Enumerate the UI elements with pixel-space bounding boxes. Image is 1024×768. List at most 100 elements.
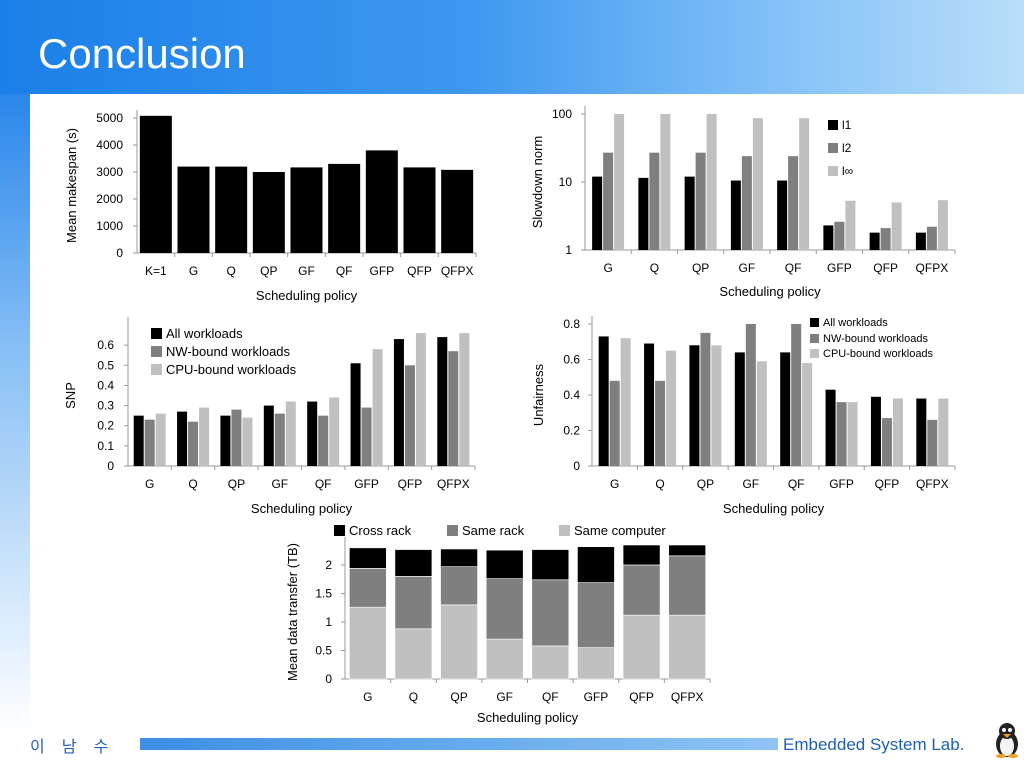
bar bbox=[290, 167, 323, 253]
bar bbox=[649, 152, 660, 250]
footer-lab-name: Embedded System Lab. bbox=[783, 735, 965, 754]
y-tick-label: 0.6 bbox=[97, 338, 114, 352]
bar bbox=[802, 363, 813, 466]
bar bbox=[188, 421, 199, 466]
title-bar: Conclusion bbox=[0, 0, 1024, 94]
x-tick-label: QFPX bbox=[671, 690, 704, 704]
x-tick-label: QFPX bbox=[441, 264, 474, 278]
legend-label: NW-bound workloads bbox=[823, 333, 928, 345]
stack-segment bbox=[531, 579, 570, 647]
bar bbox=[609, 380, 620, 466]
bar bbox=[869, 232, 880, 250]
bar bbox=[836, 402, 847, 466]
y-tick-label: 0 bbox=[116, 246, 123, 260]
y-axis-title: Mean makespan (s) bbox=[64, 128, 79, 243]
bar bbox=[825, 389, 836, 466]
legend-label: Cross rack bbox=[349, 523, 412, 538]
x-tick-label: GFP bbox=[827, 261, 852, 275]
bar bbox=[144, 419, 155, 466]
x-tick-label: G bbox=[363, 690, 372, 704]
x-tick-label: QP bbox=[450, 690, 467, 704]
x-tick-label: QFP bbox=[875, 477, 900, 491]
bar bbox=[788, 156, 799, 250]
bar bbox=[220, 415, 231, 466]
bar bbox=[756, 361, 767, 466]
chart-mean-makespan: 0 1000 2000 3000 4000 5000 K=1 G Q QP GF QF GFP QFP QF… bbox=[64, 110, 477, 303]
bar bbox=[365, 150, 398, 253]
bar bbox=[415, 333, 426, 466]
legend-label: CPU-bound workloads bbox=[823, 348, 934, 360]
y-axis-title: Unfairness bbox=[531, 363, 546, 426]
legend-swatch bbox=[828, 166, 838, 176]
y-tick-label: 1.5 bbox=[315, 586, 332, 600]
bar bbox=[307, 401, 318, 466]
bar bbox=[892, 398, 903, 466]
x-tick-label: G bbox=[145, 477, 154, 491]
x-tick-label: G bbox=[603, 261, 612, 275]
bar bbox=[242, 417, 253, 466]
bar bbox=[915, 232, 926, 250]
stack-segment bbox=[531, 549, 570, 581]
legend-swatch bbox=[810, 318, 819, 327]
x-tick-label: G bbox=[189, 264, 198, 278]
stack-segment bbox=[622, 614, 661, 680]
y-tick-label: 0.4 bbox=[563, 388, 580, 402]
x-tick-label: QP bbox=[692, 261, 709, 275]
bar bbox=[404, 365, 415, 466]
legend-swatch bbox=[810, 349, 819, 358]
bar bbox=[834, 221, 845, 250]
y-tick-label: 0.3 bbox=[97, 399, 114, 413]
bar bbox=[614, 114, 625, 250]
x-tick-label: QFPX bbox=[916, 477, 949, 491]
x-tick-label: GFP bbox=[584, 690, 609, 704]
x-tick-label: GF bbox=[298, 264, 315, 278]
stack-segment bbox=[622, 544, 661, 566]
bar bbox=[620, 338, 631, 466]
y-tick-label: 1 bbox=[325, 615, 332, 629]
y-tick-label: 1 bbox=[565, 243, 572, 257]
y-tick-label: 0.4 bbox=[97, 378, 114, 392]
legend-swatch bbox=[151, 328, 162, 339]
x-tick-label: QF bbox=[542, 690, 559, 704]
bar bbox=[448, 351, 459, 466]
legend-label: l1 bbox=[842, 118, 852, 132]
legend-label: Same rack bbox=[462, 523, 525, 538]
x-tick-label: GF bbox=[271, 477, 288, 491]
x-tick-label: QF bbox=[336, 264, 353, 278]
legend-label: l∞ bbox=[842, 164, 853, 178]
bar bbox=[938, 398, 949, 466]
side-accent bbox=[0, 94, 30, 734]
bar bbox=[329, 397, 340, 466]
bar bbox=[791, 324, 802, 466]
bar bbox=[644, 343, 655, 466]
bar bbox=[274, 413, 285, 466]
legend-swatch bbox=[828, 120, 838, 130]
x-tick-label: QP bbox=[228, 477, 245, 491]
x-tick-label: Q bbox=[226, 264, 235, 278]
x-tick-label: QF bbox=[788, 477, 805, 491]
footer-bar bbox=[140, 738, 778, 750]
x-tick-label: QF bbox=[315, 477, 332, 491]
stack-segment bbox=[668, 544, 706, 557]
x-tick-label: Q bbox=[409, 690, 418, 704]
y-tick-label: 5000 bbox=[96, 111, 123, 125]
x-axis-title: Scheduling policy bbox=[256, 288, 358, 303]
bar bbox=[328, 163, 361, 253]
bar bbox=[403, 167, 436, 253]
x-tick-label: GFP bbox=[369, 264, 394, 278]
legend-swatch bbox=[559, 525, 570, 536]
x-tick-label: GFP bbox=[354, 477, 379, 491]
bar bbox=[780, 352, 791, 466]
bar bbox=[177, 166, 210, 253]
bar bbox=[139, 115, 172, 253]
stack-segment bbox=[668, 614, 706, 680]
y-tick-label: 0.8 bbox=[563, 317, 580, 331]
x-axis-title: Scheduling policy bbox=[719, 284, 821, 299]
bar bbox=[592, 176, 603, 250]
bar bbox=[799, 118, 810, 250]
y-axis-title: Mean data transfer (TB) bbox=[285, 543, 300, 681]
x-tick-label: QFPX bbox=[916, 261, 949, 275]
stack-segment bbox=[577, 582, 615, 648]
legend-swatch bbox=[334, 525, 345, 536]
bar bbox=[845, 200, 856, 250]
